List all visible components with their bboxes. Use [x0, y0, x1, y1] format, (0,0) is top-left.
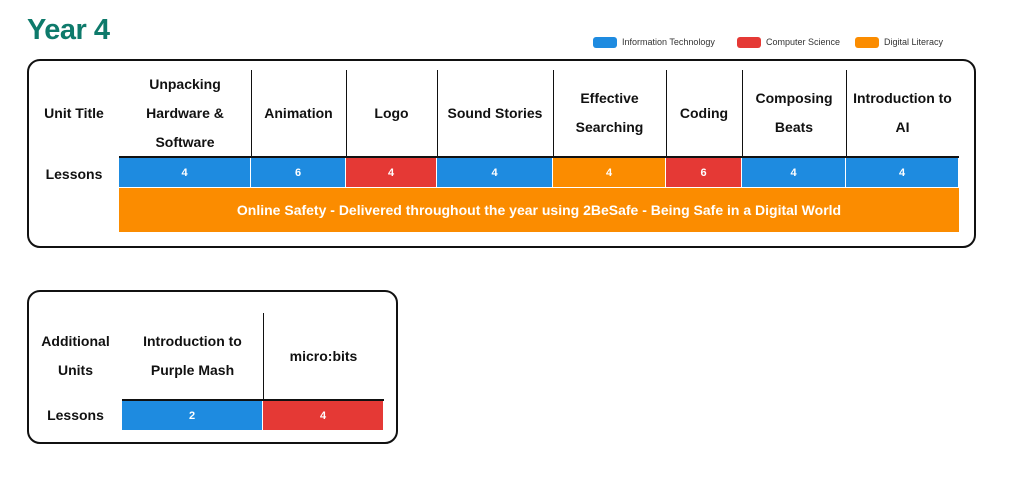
unit-title: Composing Beats — [755, 90, 833, 135]
online-safety-banner: Online Safety - Delivered throughout the… — [119, 188, 959, 232]
year-units-table — [27, 59, 976, 248]
additional-units-label: Additional Units — [41, 333, 110, 378]
legend-swatch-cs — [737, 37, 761, 48]
additional-lessons-label: Lessons — [47, 407, 104, 423]
lessons-cell: 4 — [119, 158, 251, 187]
column-divider — [437, 70, 438, 156]
lessons-cell: 4 — [263, 401, 384, 430]
lessons-cell: 4 — [846, 158, 959, 187]
legend-label: Digital Literacy — [884, 37, 944, 47]
column-divider — [263, 313, 264, 399]
unit-title: Effective Searching — [575, 90, 644, 135]
lessons-cell: 4 — [742, 158, 846, 187]
lessons-cell: 6 — [251, 158, 346, 187]
column-divider — [846, 70, 847, 156]
unit-title: Coding — [679, 104, 729, 121]
unit-title: Introduction to Purple Mash — [143, 333, 242, 378]
legend-label: Computer Science — [766, 37, 841, 47]
unit-title-label: Unit Title — [44, 105, 104, 121]
lessons-label: Lessons — [45, 165, 103, 182]
lessons-cell: 4 — [437, 158, 553, 187]
lessons-cell: 2 — [122, 401, 263, 430]
lessons-cell: 6 — [666, 158, 742, 187]
lessons-cell: 4 — [346, 158, 437, 187]
column-divider — [251, 70, 252, 156]
unit-title: Unpacking Hardware & Software — [146, 75, 224, 150]
column-divider — [666, 70, 667, 156]
page-title: Year 4 — [27, 14, 110, 46]
column-divider — [346, 70, 347, 156]
unit-title: Introduction to AI — [853, 90, 952, 135]
additional-units-table — [27, 290, 398, 444]
lessons-cell: 4 — [553, 158, 666, 187]
legend-label: Information Technology — [622, 37, 715, 47]
column-divider — [742, 70, 743, 156]
unit-title: micro:bits — [289, 347, 358, 364]
column-divider — [553, 70, 554, 156]
unit-title: Logo — [374, 104, 409, 121]
legend-swatch-dl — [855, 37, 879, 48]
unit-title: Sound Stories — [447, 104, 543, 121]
legend-swatch-it — [593, 37, 617, 48]
unit-title: Animation — [264, 104, 333, 121]
